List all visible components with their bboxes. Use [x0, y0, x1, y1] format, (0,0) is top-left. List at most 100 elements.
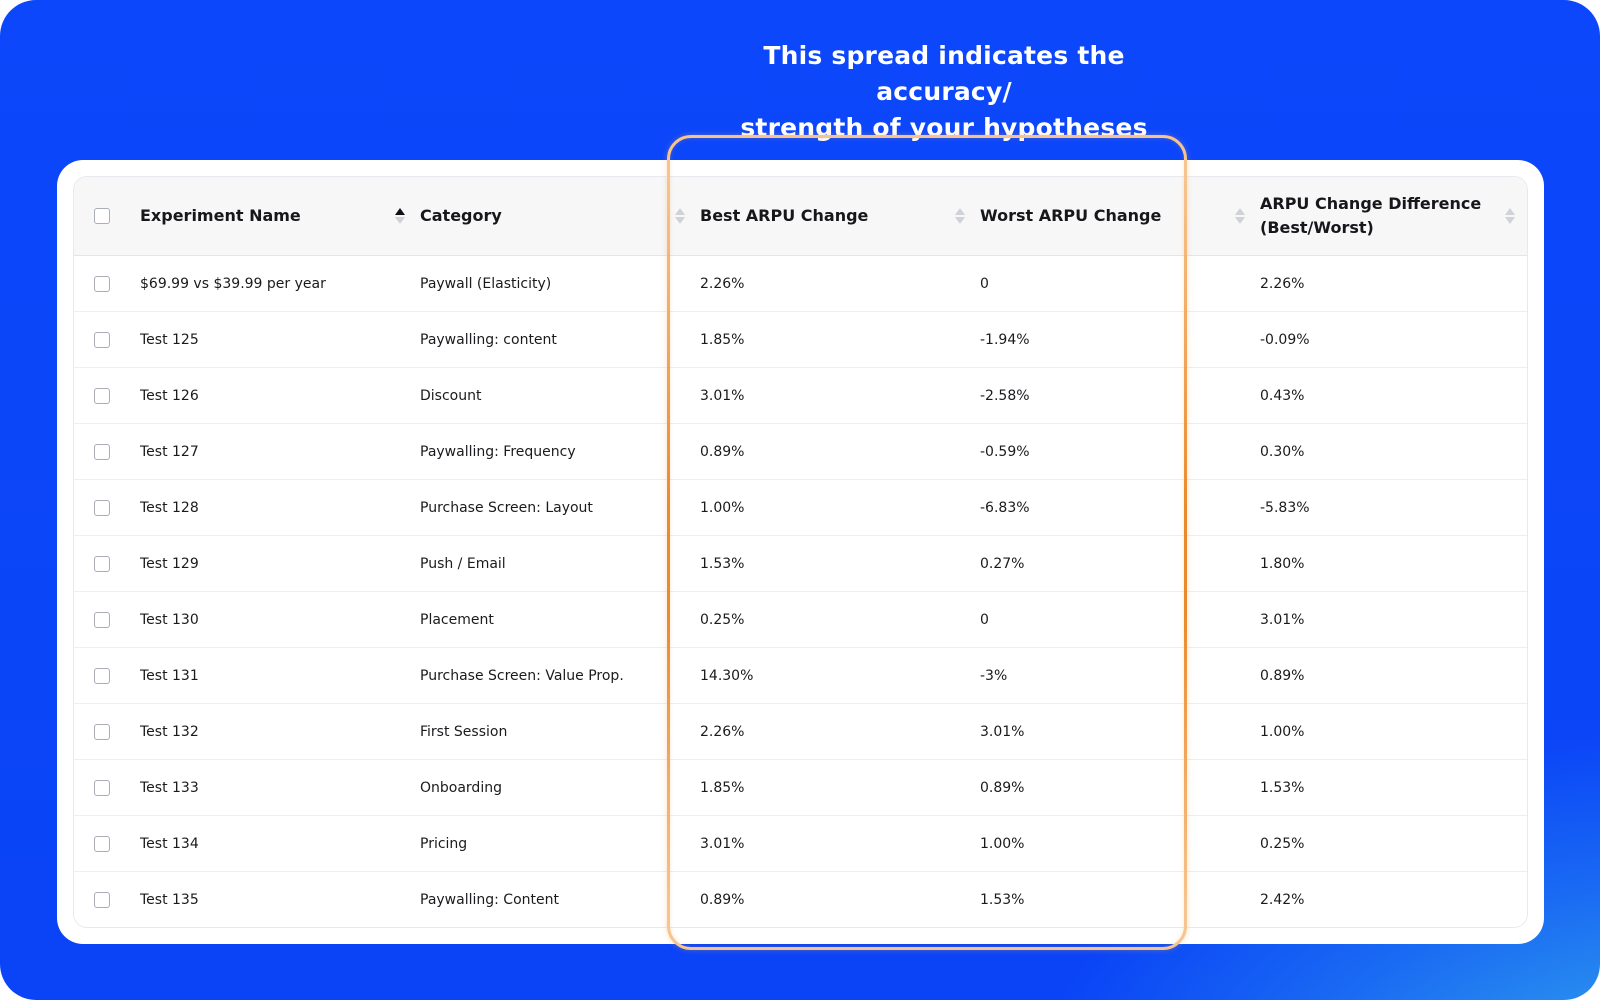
column-header-arpu-change-difference[interactable]: ARPU Change Difference (Best/Worst) [1260, 177, 1515, 255]
category-cell: Push / Email [420, 555, 506, 572]
sort-icon[interactable] [674, 206, 686, 226]
sort-icon[interactable] [1234, 206, 1246, 226]
row-checkbox[interactable] [94, 611, 110, 628]
worst-arpu-change-cell: 3.01% [980, 723, 1025, 740]
arpu-change-difference-cell: 1.53% [1260, 779, 1305, 796]
arpu-change-difference-cell: 2.26% [1260, 275, 1305, 292]
row-checkbox-cell [74, 312, 130, 367]
select-all-checkbox[interactable] [94, 208, 110, 224]
row-checkbox[interactable] [94, 555, 110, 572]
experiment-name-cell: $69.99 vs $39.99 per year [140, 275, 326, 292]
row-checkbox-cell [74, 648, 130, 703]
experiment-name-cell: Test 133 [140, 779, 199, 796]
table-row[interactable]: Test 128 Purchase Screen: Layout 1.00% -… [74, 480, 1527, 536]
worst-arpu-change-cell: -1.94% [980, 331, 1030, 348]
worst-arpu-change-cell: 0.27% [980, 555, 1025, 572]
best-arpu-change-cell: 1.53% [700, 555, 745, 572]
arpu-change-difference-cell: -5.83% [1260, 499, 1310, 516]
table-row[interactable]: Test 130 Placement 0.25% 0 3.01% [74, 592, 1527, 648]
experiment-name-cell: Test 135 [140, 891, 199, 908]
row-checkbox-cell [74, 816, 130, 871]
column-header-label: Experiment Name [140, 206, 301, 225]
column-header-worst-arpu-change[interactable]: Worst ARPU Change [980, 177, 1250, 255]
category-cell: Purchase Screen: Layout [420, 499, 593, 516]
best-arpu-change-cell: 3.01% [700, 387, 745, 404]
row-checkbox[interactable] [94, 443, 110, 460]
experiment-name-cell: Test 131 [140, 667, 199, 684]
best-arpu-change-cell: 14.30% [700, 667, 754, 684]
row-checkbox[interactable] [94, 779, 110, 796]
table-row[interactable]: Test 134 Pricing 3.01% 1.00% 0.25% [74, 816, 1527, 872]
best-arpu-change-cell: 1.00% [700, 499, 745, 516]
column-header-label-line-1: ARPU Change Difference [1260, 194, 1482, 213]
table-row[interactable]: Test 132 First Session 2.26% 3.01% 1.00% [74, 704, 1527, 760]
experiments-table: Experiment Name Category Best ARPU Chang… [73, 176, 1528, 928]
headline: This spread indicates the accuracy/ stre… [700, 38, 1188, 146]
category-cell: Pricing [420, 835, 468, 852]
column-header-category[interactable]: Category [420, 177, 690, 255]
worst-arpu-change-cell: 1.00% [980, 835, 1025, 852]
experiment-name-cell: Test 128 [140, 499, 199, 516]
sort-ascending-icon[interactable] [394, 206, 406, 226]
table-row[interactable]: Test 129 Push / Email 1.53% 0.27% 1.80% [74, 536, 1527, 592]
headline-line-1: This spread indicates the accuracy/ [763, 41, 1125, 106]
column-header-label-line-2: (Best/Worst) [1260, 218, 1374, 237]
best-arpu-change-cell: 1.85% [700, 779, 745, 796]
worst-arpu-change-cell: -3% [980, 667, 1008, 684]
arpu-change-difference-cell: 0.25% [1260, 835, 1305, 852]
table-row[interactable]: Test 131 Purchase Screen: Value Prop. 14… [74, 648, 1527, 704]
experiment-name-cell: Test 134 [140, 835, 199, 852]
worst-arpu-change-cell: -6.83% [980, 499, 1030, 516]
best-arpu-change-cell: 2.26% [700, 723, 745, 740]
best-arpu-change-cell: 0.89% [700, 891, 745, 908]
row-checkbox[interactable] [94, 891, 110, 908]
experiment-name-cell: Test 130 [140, 611, 199, 628]
arpu-change-difference-cell: 0.89% [1260, 667, 1305, 684]
table-row[interactable]: Test 127 Paywalling: Frequency 0.89% -0.… [74, 424, 1527, 480]
row-checkbox-cell [74, 368, 130, 423]
row-checkbox[interactable] [94, 331, 110, 348]
table-row[interactable]: $69.99 vs $39.99 per year Paywall (Elast… [74, 256, 1527, 312]
row-checkbox[interactable] [94, 275, 110, 292]
sort-icon[interactable] [954, 206, 966, 226]
row-checkbox[interactable] [94, 667, 110, 684]
category-cell: Paywalling: Content [420, 891, 559, 908]
arpu-change-difference-cell: -0.09% [1260, 331, 1310, 348]
experiment-name-cell: Test 127 [140, 443, 199, 460]
column-header-label: ARPU Change Difference (Best/Worst) [1260, 192, 1481, 240]
best-arpu-change-cell: 0.89% [700, 443, 745, 460]
row-checkbox-cell [74, 424, 130, 479]
worst-arpu-change-cell: 1.53% [980, 891, 1025, 908]
headline-line-2: strength of your hypotheses [740, 113, 1148, 142]
row-checkbox-cell [74, 872, 130, 927]
worst-arpu-change-cell: 0 [980, 611, 989, 628]
best-arpu-change-cell: 2.26% [700, 275, 745, 292]
row-checkbox[interactable] [94, 499, 110, 516]
column-header-label: Best ARPU Change [700, 206, 869, 225]
arpu-change-difference-cell: 1.00% [1260, 723, 1305, 740]
sort-icon[interactable] [1504, 206, 1516, 226]
arpu-change-difference-cell: 2.42% [1260, 891, 1305, 908]
category-cell: Placement [420, 611, 494, 628]
column-header-experiment-name[interactable]: Experiment Name [140, 177, 410, 255]
arpu-change-difference-cell: 3.01% [1260, 611, 1305, 628]
table-row[interactable]: Test 135 Paywalling: Content 0.89% 1.53%… [74, 872, 1527, 927]
category-cell: Paywall (Elasticity) [420, 275, 552, 292]
table-row[interactable]: Test 125 Paywalling: content 1.85% -1.94… [74, 312, 1527, 368]
category-cell: Onboarding [420, 779, 502, 796]
row-checkbox[interactable] [94, 723, 110, 740]
experiment-name-cell: Test 132 [140, 723, 199, 740]
row-checkbox-cell [74, 760, 130, 815]
column-header-best-arpu-change[interactable]: Best ARPU Change [700, 177, 970, 255]
experiment-name-cell: Test 129 [140, 555, 199, 572]
row-checkbox-cell [74, 480, 130, 535]
row-checkbox-cell [74, 704, 130, 759]
arpu-change-difference-cell: 1.80% [1260, 555, 1305, 572]
row-checkbox[interactable] [94, 835, 110, 852]
experiment-name-cell: Test 125 [140, 331, 199, 348]
table-row[interactable]: Test 133 Onboarding 1.85% 0.89% 1.53% [74, 760, 1527, 816]
row-checkbox[interactable] [94, 387, 110, 404]
table-row[interactable]: Test 126 Discount 3.01% -2.58% 0.43% [74, 368, 1527, 424]
best-arpu-change-cell: 0.25% [700, 611, 745, 628]
